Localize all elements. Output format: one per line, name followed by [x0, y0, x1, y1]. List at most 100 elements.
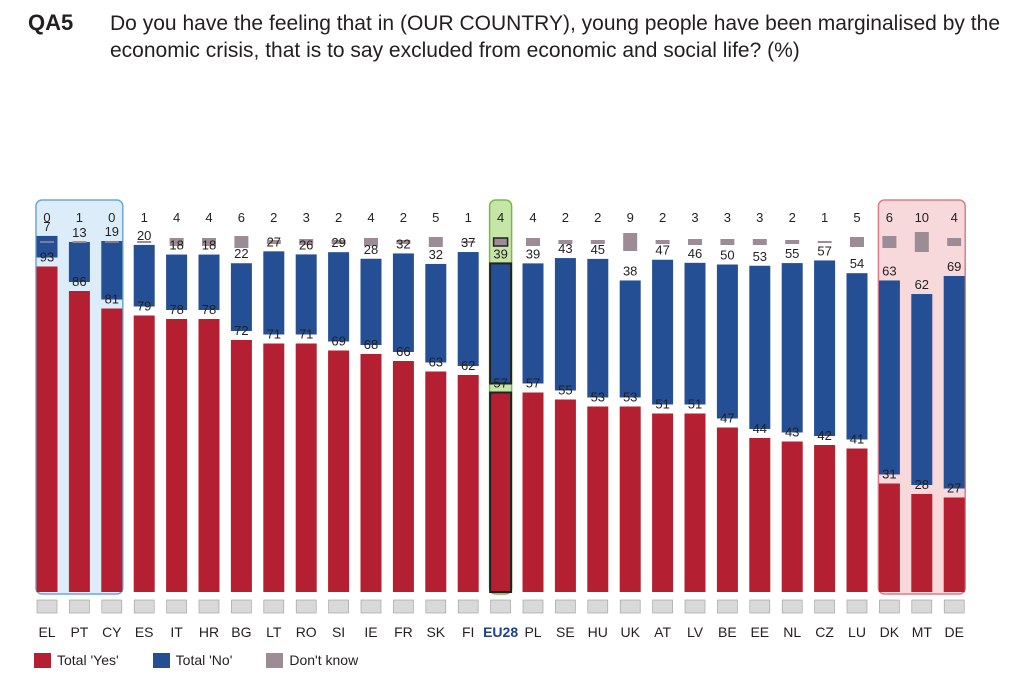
flag-icon-SK — [425, 599, 447, 614]
bar-dont-know-DE — [947, 238, 962, 246]
x-tick-label-PL: PL — [524, 624, 541, 640]
data-label-dont-know-ES: 1 — [141, 210, 148, 225]
data-label-no-UK: 38 — [623, 263, 637, 278]
stacked-bar-chart: 9370EL86131PT81190CY79201ES78184IT78184H… — [35, 199, 966, 640]
bar-no-EU28 — [489, 262, 513, 385]
data-label-no-LT: 27 — [267, 234, 281, 249]
data-label-dont-know-LU: 5 — [853, 210, 860, 225]
bar-yes-BG — [230, 340, 252, 592]
bar-yes-LU — [846, 448, 868, 592]
flag-icon-PL — [522, 599, 544, 614]
bar-no-AT — [652, 259, 674, 405]
bar-no-SK — [425, 263, 447, 363]
x-tick-label-LU: LU — [848, 624, 866, 640]
legend-swatch-yes — [34, 652, 51, 668]
bar-dont-know-SK — [428, 237, 443, 247]
x-tick-label-HU: HU — [588, 624, 608, 640]
legend-label-dont-know: Don't know — [289, 652, 359, 668]
data-label-yes-CZ: 42 — [817, 428, 831, 443]
bar-dont-know-FR — [396, 240, 411, 244]
bar-no-EE — [749, 265, 771, 429]
bar-yes-EU28 — [489, 391, 513, 593]
flag-icon-HR — [198, 599, 220, 614]
data-label-dont-know-UK: 9 — [627, 210, 634, 225]
flag-icon-SI — [328, 599, 349, 614]
bar-no-CY — [101, 240, 123, 300]
bar-dont-know-HR — [202, 238, 216, 246]
bar-no-MT — [911, 294, 933, 485]
bar-yes-HU — [587, 406, 609, 592]
bar-yes-IE — [360, 354, 382, 592]
flag-icon-EU28 — [490, 599, 511, 614]
flag-icon-AT — [652, 599, 673, 614]
bar-dont-know-FI — [461, 241, 476, 243]
bar-no-NL — [781, 263, 803, 433]
bar-dont-know-HU — [590, 240, 605, 244]
data-label-dont-know-AT: 2 — [659, 210, 666, 225]
x-tick-label-CZ: CZ — [815, 624, 834, 640]
bar-dont-know-BG — [234, 236, 249, 248]
data-label-no-HR: 18 — [202, 238, 216, 253]
bar-no-DK — [878, 280, 900, 475]
data-label-no-CY: 19 — [105, 224, 119, 239]
data-label-yes-LT: 71 — [267, 327, 281, 342]
data-label-no-IE: 28 — [364, 242, 378, 257]
data-label-no-LV: 46 — [688, 246, 702, 261]
data-label-yes-FI: 62 — [461, 358, 475, 373]
x-tick-label-BE: BE — [718, 624, 737, 640]
data-label-yes-UK: 53 — [623, 390, 637, 405]
bar-dont-know-EL — [40, 241, 54, 243]
data-label-no-PL: 39 — [526, 246, 540, 261]
bar-yes-MT — [911, 494, 933, 592]
data-label-yes-LU: 41 — [850, 432, 864, 447]
bar-dont-know-SE — [558, 240, 573, 244]
bar-dont-know-LV — [688, 239, 702, 245]
data-label-no-NL: 55 — [785, 246, 799, 261]
bar-yes-IT — [166, 319, 188, 592]
flag-icon-IE — [360, 599, 382, 614]
x-tick-label-EE: EE — [750, 624, 769, 640]
data-label-dont-know-EU28: 4 — [497, 210, 504, 225]
data-label-yes-BG: 72 — [234, 323, 248, 338]
data-label-no-CZ: 57 — [817, 243, 831, 258]
x-tick-label-EU28: EU28 — [483, 624, 518, 640]
data-label-yes-ES: 79 — [137, 299, 151, 314]
data-label-yes-EU28: 57 — [493, 376, 507, 391]
bar-yes-UK — [619, 406, 641, 592]
legend-item-yes: Total 'Yes' — [34, 652, 119, 668]
flag-icon-MT — [911, 599, 933, 614]
flag-icon-IT — [166, 599, 187, 614]
flag-icon-RO — [295, 599, 317, 614]
data-label-yes-LV: 51 — [688, 397, 702, 412]
data-label-dont-know-FR: 2 — [400, 210, 407, 225]
x-tick-label-AT: AT — [654, 624, 671, 640]
x-tick-label-LT: LT — [266, 624, 282, 640]
data-label-no-IT: 18 — [169, 238, 183, 253]
bar-no-UK — [619, 280, 641, 398]
data-label-dont-know-SE: 2 — [562, 210, 569, 225]
x-tick-label-SI: SI — [332, 624, 345, 640]
bar-yes-EE — [749, 438, 771, 592]
data-label-no-FR: 32 — [396, 236, 410, 251]
flag-icon-FI — [457, 599, 479, 614]
data-label-dont-know-RO: 3 — [303, 210, 310, 225]
data-label-dont-know-EE: 3 — [756, 210, 763, 225]
bar-dont-know-MT — [914, 232, 929, 252]
bar-no-BG — [230, 263, 252, 331]
bar-yes-RO — [295, 343, 317, 592]
bar-dont-know-LU — [850, 237, 864, 247]
flag-icon-CZ — [814, 599, 835, 614]
data-label-no-HU: 45 — [591, 242, 605, 257]
data-label-no-EU28: 39 — [493, 246, 507, 261]
bar-yes-HR — [198, 319, 220, 592]
x-tick-label-SK: SK — [426, 624, 445, 640]
bar-yes-NL — [781, 441, 803, 592]
bar-no-ES — [133, 244, 155, 307]
data-label-no-SI: 29 — [331, 235, 345, 250]
data-label-dont-know-BG: 6 — [238, 210, 245, 225]
data-label-yes-DE: 27 — [947, 481, 961, 496]
data-label-yes-HR: 78 — [202, 302, 216, 317]
data-label-no-EL: 7 — [43, 219, 50, 234]
data-label-yes-SE: 55 — [558, 383, 572, 398]
bar-dont-know-PT — [72, 241, 87, 243]
